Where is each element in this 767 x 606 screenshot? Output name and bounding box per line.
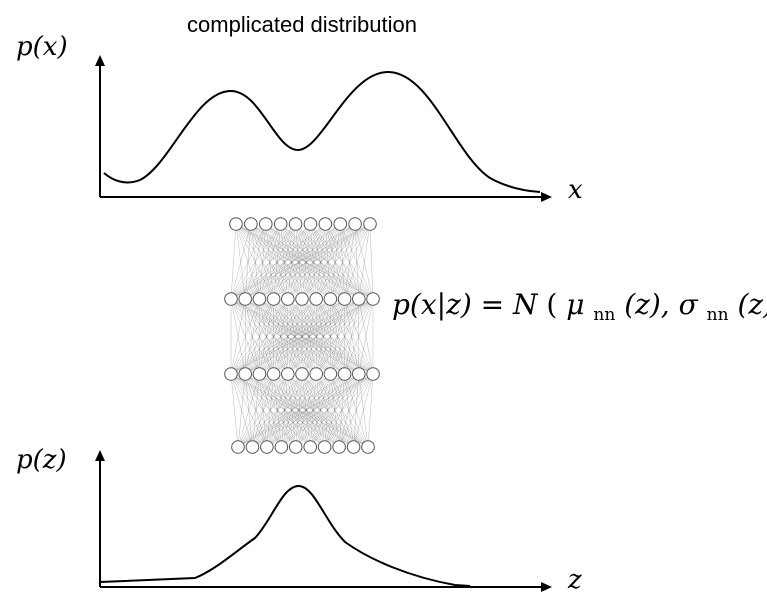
neuron [295, 292, 309, 306]
neuron [273, 217, 288, 231]
network-layer-2 [224, 292, 380, 306]
equation-sigma-argument: (z)) [737, 288, 767, 321]
top-x-axis-label: x [568, 175, 583, 205]
bottom-y-axis-arrow-icon [95, 450, 105, 461]
neuron [323, 367, 338, 381]
bottom-x-axis-arrow-icon [541, 582, 552, 592]
neuron [303, 440, 318, 454]
figure-title: complicated distribution [187, 12, 417, 37]
neuron [363, 217, 377, 231]
equation-lhs: p(x|z) = [392, 288, 513, 321]
equation-sigma-subscript: nn [707, 305, 729, 325]
neuron [288, 440, 303, 454]
svg-text:p(x|z) = N (: p(x|z) = N ( μ nn (z), σ nn (z)) [392, 288, 767, 327]
neuron [303, 217, 318, 231]
top-y-axis-arrow-icon [95, 55, 105, 66]
equation-mu-argument: (z), [624, 288, 678, 321]
neuron [332, 440, 346, 454]
neuron [337, 367, 352, 381]
neuron [229, 217, 243, 231]
network-layer-4 [231, 440, 375, 454]
neuron [281, 292, 295, 306]
equation-normal-symbol: N [512, 288, 539, 321]
neuron [352, 367, 366, 381]
neuron [260, 440, 274, 454]
neuron [288, 217, 303, 231]
neuron [309, 292, 324, 306]
neuron [337, 292, 352, 306]
neuron [346, 440, 361, 454]
bottom-x-axis-label: z [567, 565, 582, 595]
neuron [366, 367, 380, 381]
neuron [361, 440, 375, 454]
neuron [317, 440, 332, 454]
top-x-axis-arrow-icon [541, 192, 552, 202]
neuron [252, 292, 267, 306]
bottom-distribution-plot: p(z) z [16, 445, 582, 595]
bottom-y-axis-label: p(z) [16, 445, 67, 475]
neuron [333, 217, 348, 231]
neuron [231, 440, 245, 454]
equation-open-paren: ( [546, 288, 557, 321]
neuron [266, 367, 281, 381]
neuron [258, 217, 273, 231]
neuron [266, 292, 281, 306]
neuron [238, 292, 252, 306]
top-y-axis-label: p(x) [16, 32, 68, 62]
neuron [318, 217, 333, 231]
neuron [224, 367, 238, 381]
top-distribution-plot: p(x) x [16, 32, 583, 205]
neuron [274, 440, 289, 454]
network-connections [230, 223, 374, 448]
equation-sigma: σ [679, 288, 699, 321]
neuron [281, 367, 295, 381]
neuron [295, 367, 309, 381]
network-layer-1 [229, 217, 377, 231]
neuron [352, 292, 366, 306]
bottom-unimodal-curve [99, 484, 471, 587]
neuron [224, 292, 238, 306]
neuron [245, 440, 260, 454]
neuron [244, 217, 258, 231]
neuron [309, 367, 324, 381]
network-layer-3 [224, 367, 380, 381]
neuron [323, 292, 338, 306]
equation-mu-subscript: nn [593, 305, 615, 325]
top-bimodal-curve [103, 70, 541, 193]
neuron [348, 217, 362, 231]
equation-mu: μ [566, 288, 584, 321]
likelihood-equation: p(x|z) = N ( μ nn (z), σ nn (z)) [392, 288, 767, 327]
neuron [366, 292, 380, 306]
neuron [238, 367, 252, 381]
neuron [252, 367, 267, 381]
neural-network [224, 217, 380, 454]
